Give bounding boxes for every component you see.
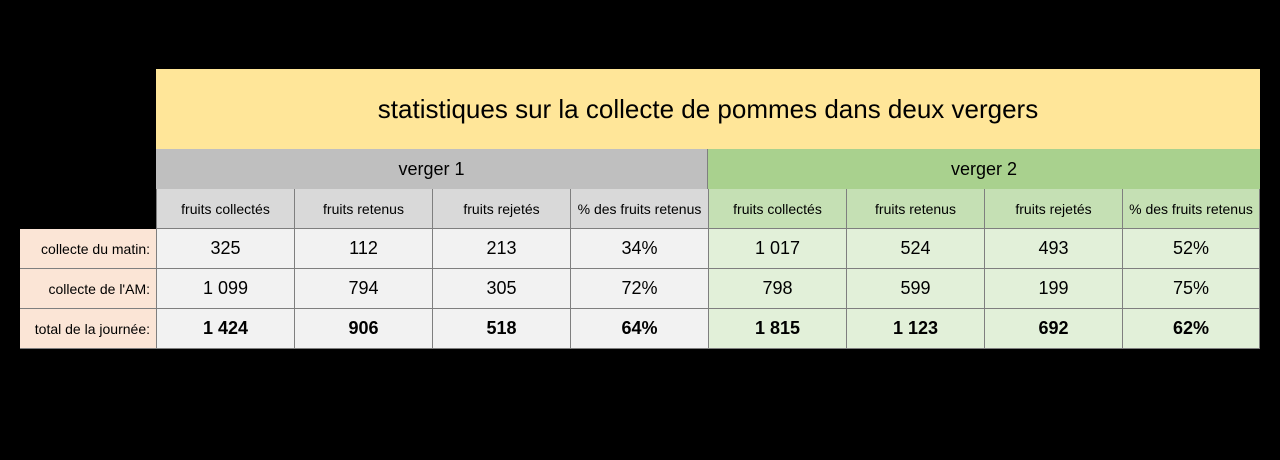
column-header: fruits retenus	[846, 189, 984, 229]
total-cell: 518	[432, 309, 570, 349]
column-header: fruits retenus	[294, 189, 432, 229]
table-cell: 112	[294, 229, 432, 269]
table-cell: 305	[432, 269, 570, 309]
table-cell: 599	[846, 269, 984, 309]
row-label-morning: collecte du matin:	[20, 229, 156, 269]
table-cell: 1 017	[708, 229, 846, 269]
row-label-afternoon: collecte de l'AM:	[20, 269, 156, 309]
column-header: fruits collectés	[156, 189, 294, 229]
total-cell: 692	[984, 309, 1122, 349]
row-label-total: total de la journée:	[20, 309, 156, 349]
table-title: statistiques sur la collecte de pommes d…	[156, 69, 1260, 149]
table-cell: 72%	[570, 269, 708, 309]
column-header: fruits rejetés	[984, 189, 1122, 229]
stats-table: statistiques sur la collecte de pommes d…	[20, 69, 1260, 349]
group-header-verger-1: verger 1	[156, 149, 708, 189]
total-cell: 62%	[1122, 309, 1260, 349]
table-cell: 493	[984, 229, 1122, 269]
table-cell: 794	[294, 269, 432, 309]
table-cell: 75%	[1122, 269, 1260, 309]
table-cell: 524	[846, 229, 984, 269]
total-cell: 1 424	[156, 309, 294, 349]
table-cell: 325	[156, 229, 294, 269]
table-cell: 798	[708, 269, 846, 309]
total-cell: 1 123	[846, 309, 984, 349]
table-cell: 199	[984, 269, 1122, 309]
total-cell: 906	[294, 309, 432, 349]
column-header: % des fruits retenus	[570, 189, 708, 229]
group-header-verger-2: verger 2	[708, 149, 1260, 189]
table-cell: 1 099	[156, 269, 294, 309]
table-cell: 213	[432, 229, 570, 269]
column-header: % des fruits retenus	[1122, 189, 1260, 229]
column-header: fruits rejetés	[432, 189, 570, 229]
table-cell: 34%	[570, 229, 708, 269]
total-cell: 1 815	[708, 309, 846, 349]
table-cell: 52%	[1122, 229, 1260, 269]
total-cell: 64%	[570, 309, 708, 349]
column-header: fruits collectés	[708, 189, 846, 229]
